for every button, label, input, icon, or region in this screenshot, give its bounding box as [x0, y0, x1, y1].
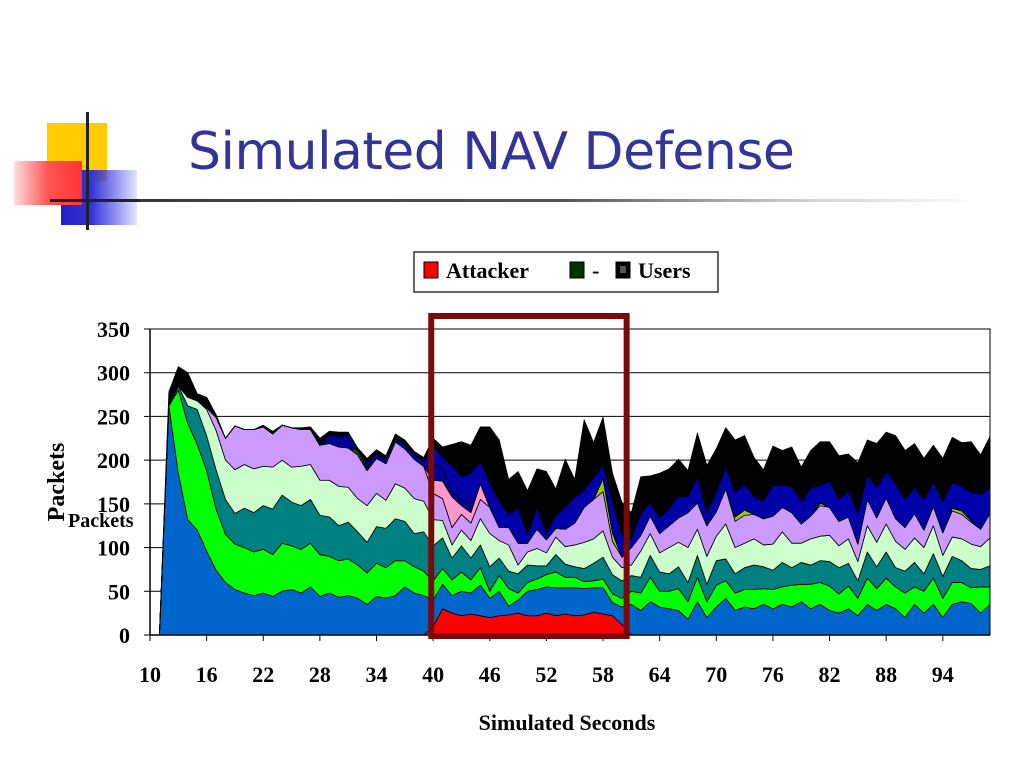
y-tick-label-300: 300 [97, 361, 130, 386]
x-tick-label-34: 34 [366, 662, 388, 687]
x-tick-label-40: 40 [422, 662, 444, 687]
x-tick-label-10: 10 [139, 662, 161, 687]
x-tick-label-64: 64 [649, 662, 671, 687]
legend-label-dash: - [592, 258, 599, 283]
x-tick-label-16: 16 [196, 662, 218, 687]
x-axis-title: Simulated Seconds [479, 710, 656, 735]
x-tick-label-22: 22 [252, 662, 274, 687]
y-tick-label-0: 0 [119, 623, 130, 648]
y-tick-labels: 0 50 100 150 200 250 300 350 [97, 317, 130, 648]
legend-label-users: Users [638, 258, 691, 283]
x-tick-label-46: 46 [479, 662, 501, 687]
y-tick-label-250: 250 [97, 404, 130, 429]
y-tick-label-150: 150 [97, 492, 130, 517]
x-tick-label-94: 94 [932, 662, 954, 687]
legend-swatch-attacker [423, 261, 439, 279]
x-tick-label-28: 28 [309, 662, 331, 687]
y-tick-label-200: 200 [97, 448, 130, 473]
legend-label-attacker: Attacker [446, 258, 529, 283]
x-tick-label-58: 58 [592, 662, 614, 687]
title-underline-rule [50, 199, 980, 202]
legend: Attacker - Users [413, 251, 719, 293]
x-tick-label-70: 70 [705, 662, 727, 687]
y-tick-label-50: 50 [108, 579, 130, 604]
x-tick-label-52: 52 [535, 662, 557, 687]
highlight-box-group [428, 313, 630, 639]
legend-swatch-users-inner [620, 266, 626, 273]
x-tick-label-76: 76 [762, 662, 784, 687]
title-decoration-horizontal-line [50, 199, 140, 202]
y-axis-title: Packets [44, 443, 70, 522]
legend-swatch-dash [569, 261, 585, 279]
title-decoration-vertical-line [86, 112, 89, 230]
y-axis-title-overlay: Packets [68, 510, 134, 532]
highlight-box [428, 313, 630, 639]
slide-title: Simulated NAV Defense [188, 122, 795, 182]
y-tick-label-350: 350 [97, 317, 130, 342]
title-decoration-red-square [14, 161, 82, 205]
y-tick-label-100: 100 [97, 536, 130, 561]
x-tick-label-82: 82 [819, 662, 841, 687]
legend-box [413, 251, 719, 293]
x-tick-labels: 10 16 22 28 34 40 46 52 58 64 70 76 82 88 94 [139, 662, 954, 687]
x-tick-label-88: 88 [875, 662, 897, 687]
